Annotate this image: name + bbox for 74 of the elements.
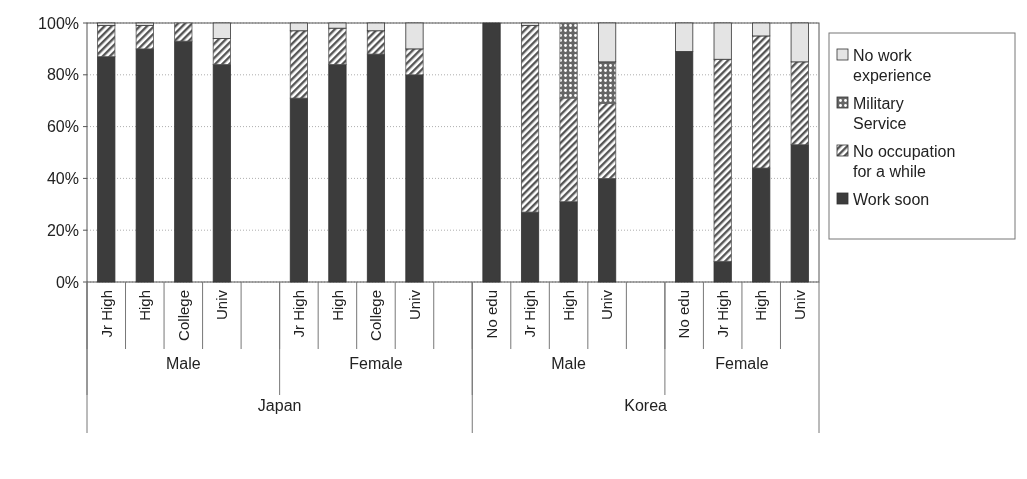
x-tick-label: Univ [213,289,231,321]
bar [328,64,347,283]
text: Korea [624,397,668,414]
legend-label: Military Service [853,95,907,132]
bar [752,167,771,283]
x-tick-label: Univ [790,289,808,321]
text: Female [349,355,403,372]
bar [752,35,771,169]
bar [97,56,116,283]
bar [790,61,809,146]
bar [598,102,617,179]
bar [520,211,540,283]
bar [790,22,809,63]
text: Male [165,355,201,372]
y-tick-label: 100% [38,14,79,32]
legend-label: No work experience [853,47,932,84]
bar [212,64,231,283]
x-tick-label: College [367,290,385,341]
bar [559,97,578,203]
bar [790,144,809,283]
bar [405,48,424,76]
x-tick-label: Univ [598,289,616,321]
text: Female [715,355,769,372]
bar [212,22,231,39]
x-tick-label: Jr High [713,290,731,338]
bar [135,48,154,283]
bar [598,178,617,283]
text: Male [551,355,587,372]
bar [289,97,308,283]
bar [598,61,617,104]
bar [328,27,347,65]
bar [559,22,578,99]
x-tick-label: High [752,290,770,321]
legend-label: No occupation for a while [853,143,956,180]
legend-label: Work soon [853,191,930,208]
bar [713,260,732,283]
x-tick-label: High [559,290,577,321]
x-tick-label: High [136,290,154,321]
bar [366,30,386,55]
bar [289,22,308,32]
bar [559,201,578,283]
x-tick-label: Jr High [521,290,539,338]
bar [482,22,501,283]
bar [135,22,154,26]
x-tick-label: No edu [675,290,693,339]
bar [752,22,771,37]
bar [212,38,231,65]
x-tick-label: High [328,290,346,321]
bar [289,30,308,99]
bar [366,22,386,32]
y-tick-label: 40% [46,170,79,187]
bar [328,22,347,29]
y-tick-label: 0% [55,273,79,291]
x-tick-label: College [174,290,192,341]
bar [174,40,193,283]
bar [97,22,116,26]
bar [405,74,424,283]
bar [520,22,540,26]
x-tick-label: No edu [482,290,500,339]
bar [97,25,116,58]
bar [713,58,732,262]
text: Japan [257,397,302,414]
bar [135,25,154,50]
bar [598,22,617,63]
bar [520,25,540,213]
y-tick-label: 60% [46,118,79,136]
y-tick-label: 80% [46,66,79,84]
bar [366,53,386,283]
bar [713,22,732,60]
x-tick-label: Jr High [290,290,308,338]
bar [405,22,424,50]
x-tick-label: Univ [405,289,423,321]
x-tick-label: Jr High [97,290,115,338]
y-tick-label: 20% [46,221,79,239]
